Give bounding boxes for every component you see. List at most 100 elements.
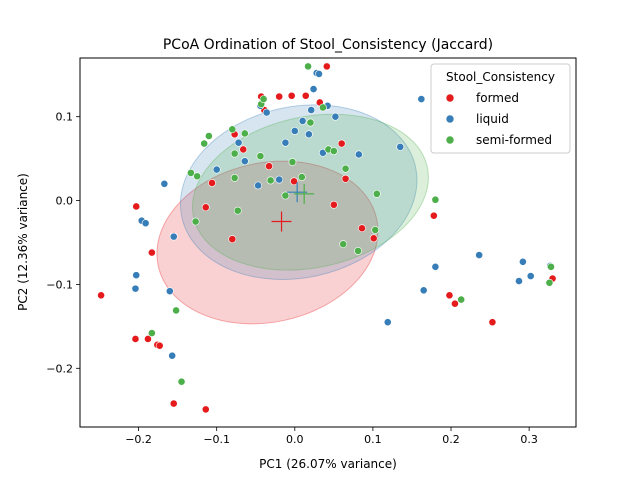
- point-formed: [132, 202, 141, 211]
- point-formed: [287, 91, 296, 100]
- legend-box: [430, 63, 571, 154]
- point-liquid: [131, 284, 140, 293]
- point-formed: [201, 203, 210, 212]
- point-liquid: [309, 85, 318, 93]
- point-semi-formed: [281, 191, 290, 200]
- point-formed: [144, 335, 152, 343]
- point-liquid: [354, 150, 363, 159]
- y-tick-label: 0.1: [56, 111, 74, 124]
- centroid-markers: [271, 182, 315, 232]
- point-semi-formed: [172, 306, 180, 315]
- legend-item-liquid: liquid: [445, 112, 509, 126]
- legend-marker: [445, 114, 455, 124]
- point-formed: [322, 62, 331, 71]
- point-formed: [228, 235, 237, 244]
- point-semi-formed: [240, 129, 249, 138]
- point-formed: [369, 234, 378, 243]
- point-liquid: [304, 130, 313, 139]
- point-semi-formed: [228, 125, 237, 134]
- point-liquid: [515, 277, 523, 285]
- legend-item-semi-formed: semi-formed: [445, 133, 552, 147]
- point-formed: [337, 139, 346, 148]
- point-liquid: [315, 70, 323, 78]
- point-liquid: [169, 232, 178, 241]
- point-semi-formed: [288, 158, 297, 166]
- point-liquid: [307, 106, 316, 114]
- point-liquid: [518, 257, 527, 266]
- point-liquid: [383, 318, 392, 327]
- point-semi-formed: [319, 103, 327, 112]
- point-semi-formed: [204, 132, 213, 140]
- point-semi-formed: [329, 147, 338, 155]
- legend-label: formed: [476, 91, 519, 105]
- ellipse-formed: [156, 160, 379, 325]
- point-semi-formed: [341, 164, 350, 173]
- point-formed: [265, 162, 273, 171]
- y-tick-label: 0.0: [56, 195, 74, 208]
- point-liquid: [526, 272, 535, 280]
- point-liquid: [298, 116, 307, 125]
- point-formed: [201, 405, 210, 414]
- legend-title: Stool_Consistency: [446, 70, 555, 84]
- point-liquid: [240, 157, 249, 166]
- point-semi-formed: [545, 278, 554, 287]
- point-semi-formed: [371, 226, 380, 234]
- point-semi-formed: [233, 206, 242, 215]
- point-liquid: [165, 287, 174, 296]
- point-liquid: [275, 175, 284, 184]
- point-semi-formed: [431, 195, 440, 204]
- point-semi-formed: [372, 189, 381, 198]
- point-semi-formed: [200, 139, 209, 148]
- point-semi-formed: [147, 329, 156, 337]
- point-liquid: [419, 286, 428, 295]
- point-semi-formed: [187, 168, 195, 177]
- point-semi-formed: [259, 95, 268, 103]
- point-semi-formed: [256, 152, 265, 161]
- point-formed: [341, 174, 350, 183]
- point-formed: [445, 291, 454, 300]
- point-semi-formed: [230, 149, 239, 158]
- legend: Stool_Consistency formed liquid semi-forme…: [430, 63, 571, 154]
- point-liquid: [141, 219, 150, 228]
- x-axis-label: PC1 (26.07% variance): [259, 457, 397, 471]
- point-liquid: [234, 138, 243, 147]
- point-semi-formed: [547, 262, 555, 271]
- x-tick-label: 0.3: [520, 433, 538, 446]
- point-formed: [275, 92, 284, 101]
- point-formed: [208, 179, 216, 187]
- point-liquid: [475, 251, 484, 259]
- point-formed: [358, 224, 366, 233]
- point-liquid: [160, 179, 169, 188]
- scatter-points: [97, 62, 557, 414]
- point-semi-formed: [304, 62, 312, 71]
- legend-item-formed: formed: [445, 91, 519, 105]
- x-axis: −0.2 −0.1 0.0 0.1 0.2 0.3: [125, 427, 538, 446]
- point-liquid: [331, 112, 340, 121]
- legend-marker: [445, 93, 455, 103]
- y-axis-label: PC2 (12.36% variance): [16, 173, 30, 311]
- plot-frame: [79, 57, 577, 428]
- x-tick-label: 0.2: [442, 433, 460, 446]
- point-formed: [155, 341, 164, 350]
- x-tick-label: 0.1: [364, 433, 382, 446]
- point-semi-formed: [339, 240, 348, 249]
- point-formed: [97, 291, 105, 300]
- y-tick-label: −0.1: [46, 278, 73, 291]
- point-formed: [488, 318, 497, 327]
- point-liquid: [212, 165, 221, 174]
- point-formed: [429, 211, 438, 220]
- point-formed: [451, 299, 459, 308]
- point-formed: [239, 145, 248, 154]
- legend-label: semi-formed: [476, 133, 552, 147]
- point-formed: [169, 399, 178, 408]
- point-formed: [329, 200, 338, 209]
- chart-title: PCoA Ordination of Stool_Consistency (Ja…: [163, 37, 493, 53]
- centroid-formed: [271, 211, 292, 232]
- point-semi-formed: [230, 174, 239, 182]
- point-semi-formed: [266, 176, 275, 185]
- point-semi-formed: [191, 217, 200, 226]
- point-liquid: [396, 142, 405, 151]
- point-formed: [131, 335, 140, 343]
- legend-marker: [445, 135, 455, 145]
